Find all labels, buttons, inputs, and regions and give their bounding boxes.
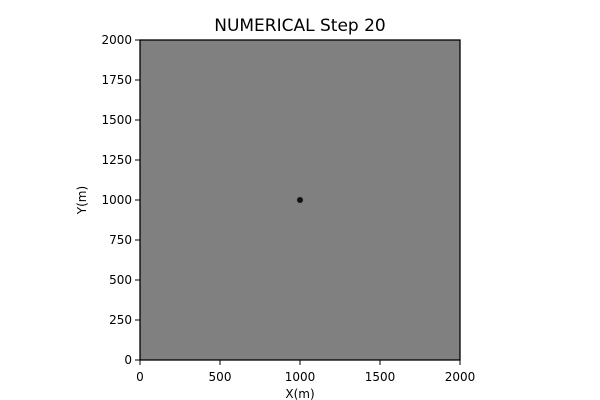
- y-tick-label: 2000: [101, 33, 132, 47]
- y-tick-label: 1750: [101, 73, 132, 87]
- x-tick-label: 1500: [365, 370, 396, 384]
- x-tick-label: 500: [209, 370, 232, 384]
- chart-title: NUMERICAL Step 20: [214, 16, 386, 36]
- y-tick-label: 500: [109, 273, 132, 287]
- x-tick-label: 0: [136, 370, 144, 384]
- x-tick-label: 2000: [445, 370, 476, 384]
- y-tick-label: 0: [124, 353, 132, 367]
- y-tick-label: 1000: [101, 193, 132, 207]
- y-tick-label: 750: [109, 233, 132, 247]
- x-tick-label: 1000: [285, 370, 316, 384]
- data-marks: [297, 197, 303, 203]
- y-tick-label: 1500: [101, 113, 132, 127]
- y-axis: 0 250 500 750 1000 1250 1500 1750 2000: [101, 33, 140, 367]
- y-tick-label: 250: [109, 313, 132, 327]
- data-point: [297, 197, 303, 203]
- plot-frame: [139, 39, 461, 361]
- x-axis: 0 500 1000 1500 2000: [136, 360, 475, 384]
- y-axis-label: Y(m): [75, 186, 89, 215]
- x-axis-label: X(m): [285, 387, 314, 400]
- y-tick-label: 1250: [101, 153, 132, 167]
